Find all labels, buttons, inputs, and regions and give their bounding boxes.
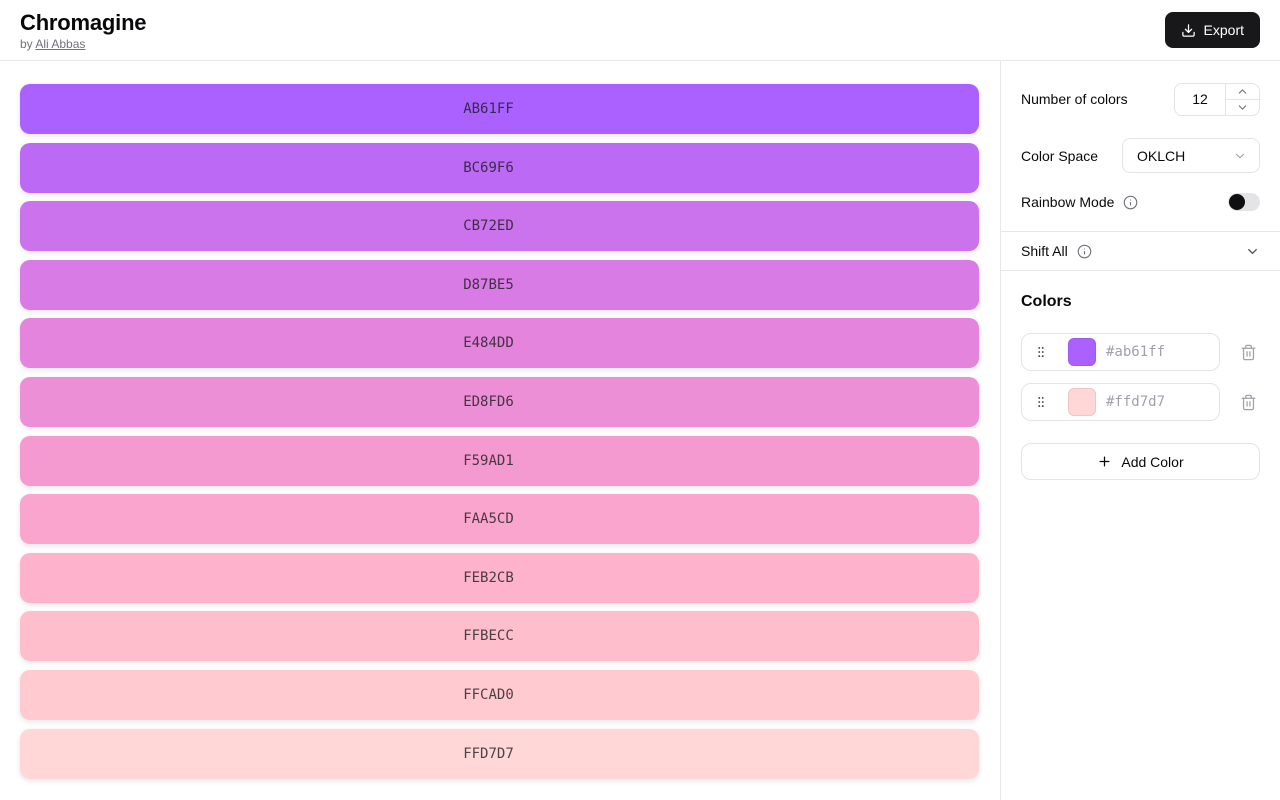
rainbow-mode-label-group: Rainbow Mode [1021,194,1138,210]
chevron-up-icon [1236,85,1249,98]
plus-icon [1097,454,1112,469]
color-item-list: #ab61ff #ffd7d7 [1021,333,1260,421]
chevron-down-icon [1233,149,1247,163]
number-of-colors-value[interactable]: 12 [1192,91,1208,107]
info-icon[interactable] [1077,244,1092,259]
color-swatch[interactable] [1068,338,1096,366]
palette-swatch[interactable]: F59AD1 [20,435,979,486]
palette-swatch[interactable]: CB72ED [20,201,979,252]
chevron-down-icon[interactable] [1245,244,1260,259]
swatch-hex-label: FFBECC [463,628,514,645]
swatch-hex-label: D87BE5 [463,276,514,293]
rainbow-mode-toggle[interactable] [1228,193,1260,211]
palette-swatch[interactable]: FFBECC [20,611,979,662]
drag-handle-icon[interactable] [1034,344,1048,360]
color-item: #ab61ff [1021,333,1260,371]
colors-section: Colors #ab61ff #ffd7d7 [1001,271,1280,480]
palette-swatch[interactable]: E484DD [20,318,979,369]
swatch-hex-label: FEB2CB [463,569,514,586]
color-swatch[interactable] [1068,388,1096,416]
download-icon [1181,23,1196,38]
app-header: Chromagine by Ali Abbas Export [0,0,1280,61]
number-of-colors-input[interactable]: 12 [1174,82,1260,116]
color-hex-input[interactable]: #ffd7d7 [1106,394,1166,410]
number-of-colors-label: Number of colors [1021,91,1128,107]
info-icon[interactable] [1123,195,1138,210]
palette-swatch[interactable]: ED8FD6 [20,376,979,427]
swatch-hex-label: ED8FD6 [463,393,514,410]
palette-swatch[interactable]: FFCAD0 [20,669,979,720]
main-layout: AB61FF BC69F6 CB72ED D87BE5 E484DD ED8FD… [0,61,1280,800]
shift-all-label-group: Shift All [1021,243,1092,259]
chevron-down-icon [1236,101,1249,114]
swatch-hex-label: CB72ED [463,218,514,235]
app-title: Chromagine [20,9,147,35]
drag-handle-icon[interactable] [1034,394,1048,410]
divider [1001,270,1280,271]
decrement-button[interactable] [1226,98,1259,115]
swatch-hex-label: E484DD [463,335,514,352]
delete-color-button[interactable] [1236,344,1260,361]
swatch-hex-label: F59AD1 [463,452,514,469]
swatch-hex-label: FAA5CD [463,511,514,528]
number-stepper [1225,83,1259,115]
color-space-value: OKLCH [1137,147,1186,164]
trash-icon [1240,344,1257,361]
color-space-select[interactable]: OKLCH [1122,138,1260,173]
rainbow-mode-row: Rainbow Mode [1001,188,1280,216]
palette-swatch[interactable]: BC69F6 [20,142,979,193]
add-color-button[interactable]: Add Color [1021,443,1260,480]
color-hex-input[interactable]: #ab61ff [1106,344,1166,360]
swatch-list: AB61FF BC69F6 CB72ED D87BE5 E484DD ED8FD… [20,84,979,779]
divider [1001,231,1280,232]
color-item-box: #ffd7d7 [1021,383,1220,421]
color-item: #ffd7d7 [1021,383,1260,421]
increment-button[interactable] [1226,84,1259,99]
palette-swatch[interactable]: AB61FF [20,84,979,134]
swatch-hex-label: BC69F6 [463,159,514,176]
number-of-colors-row: Number of colors 12 [1001,82,1280,116]
title-block: Chromagine by Ali Abbas [20,9,147,51]
delete-color-button[interactable] [1236,394,1260,411]
palette-area: AB61FF BC69F6 CB72ED D87BE5 E484DD ED8FD… [0,61,1000,800]
palette-swatch[interactable]: FFD7D7 [20,728,979,779]
shift-all-row[interactable]: Shift All [1001,232,1280,270]
byline: by Ali Abbas [20,37,146,51]
swatch-hex-label: AB61FF [463,101,514,117]
export-button[interactable]: Export [1164,12,1260,48]
palette-swatch[interactable]: D87BE5 [20,259,979,310]
trash-icon [1240,394,1257,411]
rainbow-mode-label: Rainbow Mode [1021,194,1115,210]
color-item-box: #ab61ff [1021,333,1220,371]
color-space-label: Color Space [1021,147,1099,164]
color-space-row: Color Space OKLCH [1001,138,1280,173]
shift-all-label: Shift All [1021,243,1068,259]
export-button-label: Export [1203,22,1244,38]
palette-swatch[interactable]: FEB2CB [20,552,979,603]
byline-prefix: by [20,36,33,51]
swatch-hex-label: FFD7D7 [463,745,514,762]
palette-swatch[interactable]: FAA5CD [20,494,979,545]
colors-heading: Colors [1021,293,1072,310]
toggle-knob [1229,194,1245,210]
swatch-hex-label: FFCAD0 [463,686,514,703]
author-link[interactable]: Ali Abbas [35,36,86,51]
add-color-label: Add Color [1121,453,1184,470]
sidebar: Number of colors 12 Color Space OKLCH [1000,61,1280,800]
